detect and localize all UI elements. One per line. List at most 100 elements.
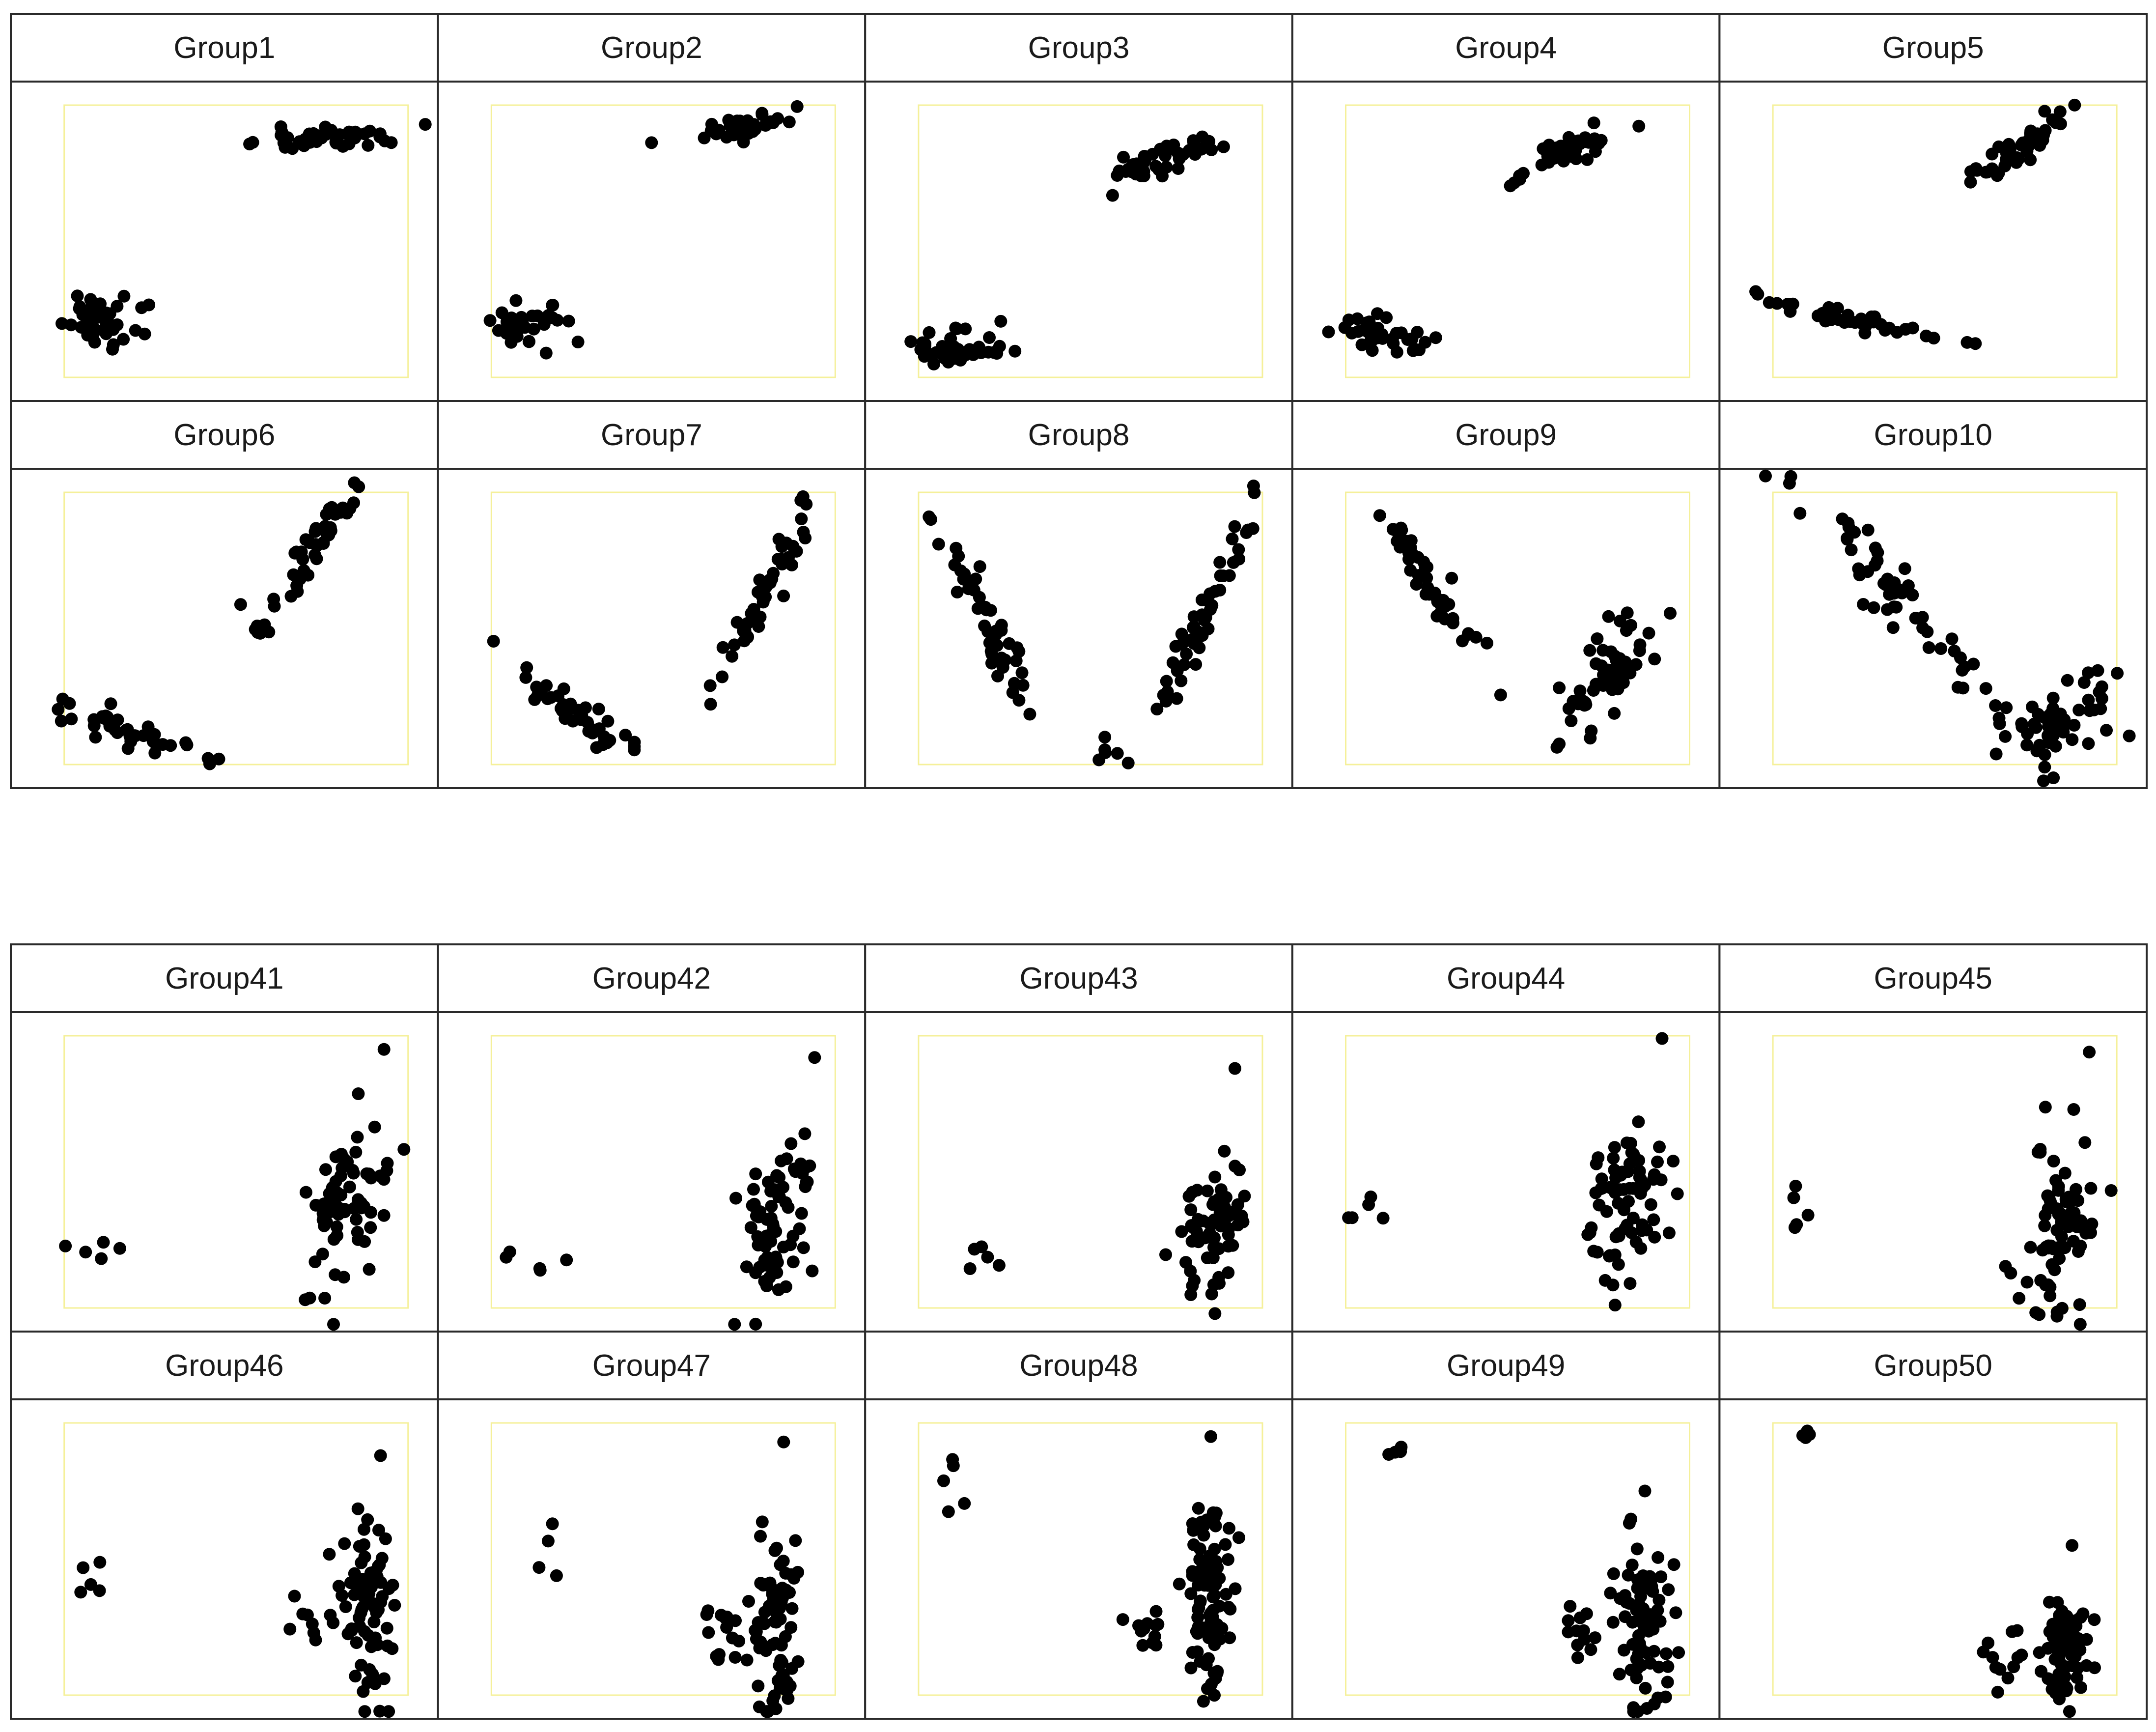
panel-group1: Group1 (10, 13, 439, 402)
data-point (1635, 1182, 1649, 1195)
data-point (1581, 153, 1594, 166)
data-point (377, 1043, 391, 1056)
data-point (985, 656, 998, 670)
data-point (983, 331, 996, 344)
data-point (1623, 1517, 1636, 1530)
point-layer (59, 1043, 411, 1331)
data-point (2123, 729, 2136, 742)
data-point (325, 501, 338, 514)
data-point (1906, 589, 1919, 601)
data-point (1009, 654, 1023, 667)
data-point (1629, 658, 1643, 671)
data-point (2072, 1194, 2085, 1207)
data-point (1382, 1448, 1396, 1461)
data-point (541, 1534, 555, 1548)
panel-title: Group45 (1874, 962, 1992, 995)
data-point (801, 1175, 814, 1189)
data-point (720, 1610, 733, 1623)
data-point (948, 340, 960, 353)
data-point (2038, 105, 2051, 118)
data-point (1999, 1260, 2012, 1273)
data-point (309, 522, 323, 535)
point-layer (483, 100, 804, 360)
data-point (995, 624, 1008, 637)
data-point (752, 1679, 765, 1693)
data-point (1161, 685, 1174, 698)
data-point (334, 1169, 347, 1183)
data-point (1429, 331, 1442, 344)
data-point (1632, 1629, 1645, 1642)
data-point (1175, 627, 1188, 641)
data-point (380, 1164, 393, 1177)
data-point (502, 321, 515, 335)
data-point (710, 1649, 723, 1663)
data-point (1213, 1572, 1226, 1585)
data-point (1909, 612, 1922, 625)
panel-strip (864, 943, 1293, 1013)
data-point (1589, 145, 1602, 158)
data-point (1652, 1593, 1666, 1607)
data-point (2049, 1174, 2063, 1187)
data-point (1116, 1613, 1129, 1626)
data-point (1149, 1605, 1163, 1618)
data-point (304, 136, 316, 149)
data-point (1187, 1524, 1200, 1537)
data-point (52, 703, 65, 716)
data-point (326, 1181, 339, 1194)
data-point (1494, 688, 1507, 702)
data-point (773, 1191, 786, 1204)
data-point (2055, 1230, 2068, 1243)
data-point (2045, 1258, 2059, 1271)
data-point (1184, 1661, 1198, 1675)
data-point (2001, 1672, 2015, 1685)
data-point (758, 118, 772, 132)
data-point (1591, 1246, 1604, 1259)
data-point (317, 537, 330, 550)
data-point (95, 1252, 108, 1265)
data-point (1560, 144, 1572, 157)
data-point (520, 661, 533, 674)
data-point (1596, 644, 1610, 657)
data-point (1606, 1278, 1620, 1292)
data-point (2046, 113, 2059, 126)
data-point (1023, 708, 1036, 721)
data-point (1964, 175, 1977, 189)
panel-group46: Group46 (10, 1331, 439, 1720)
plot-region (63, 104, 409, 378)
data-point (1624, 1136, 1637, 1150)
data-point (483, 314, 497, 327)
data-point (1801, 1209, 1815, 1221)
data-point (376, 1590, 389, 1603)
data-point (783, 115, 796, 129)
data-point (357, 1685, 370, 1698)
data-point (1206, 1590, 1220, 1604)
panel-title: Group43 (1019, 962, 1138, 995)
data-point (63, 697, 76, 710)
data-point (1196, 608, 1209, 622)
data-point (752, 586, 764, 599)
panel-frame (437, 1398, 867, 1720)
data-point (2046, 1618, 2059, 1631)
data-point (500, 1250, 513, 1264)
data-point (1967, 657, 1980, 671)
data-point (2000, 701, 2013, 714)
data-point (351, 1225, 364, 1239)
data-point (1886, 621, 1900, 634)
data-point (797, 526, 810, 539)
data-point (342, 137, 356, 150)
data-point (1173, 1577, 1186, 1590)
panel-title: Group47 (592, 1349, 711, 1383)
data-point (1661, 1675, 1674, 1689)
data-point (2068, 98, 2081, 112)
data-point (742, 1595, 755, 1608)
point-layer (1787, 1046, 2118, 1331)
panel-frame (1291, 468, 1721, 789)
data-point (1619, 655, 1632, 669)
panel-strip (10, 1331, 439, 1400)
data-point (2063, 1705, 2076, 1718)
data-point (1793, 507, 1807, 520)
panel-title: Group42 (592, 962, 711, 995)
data-point (1184, 1587, 1198, 1600)
data-point (1111, 747, 1124, 760)
data-point (1604, 1587, 1617, 1600)
